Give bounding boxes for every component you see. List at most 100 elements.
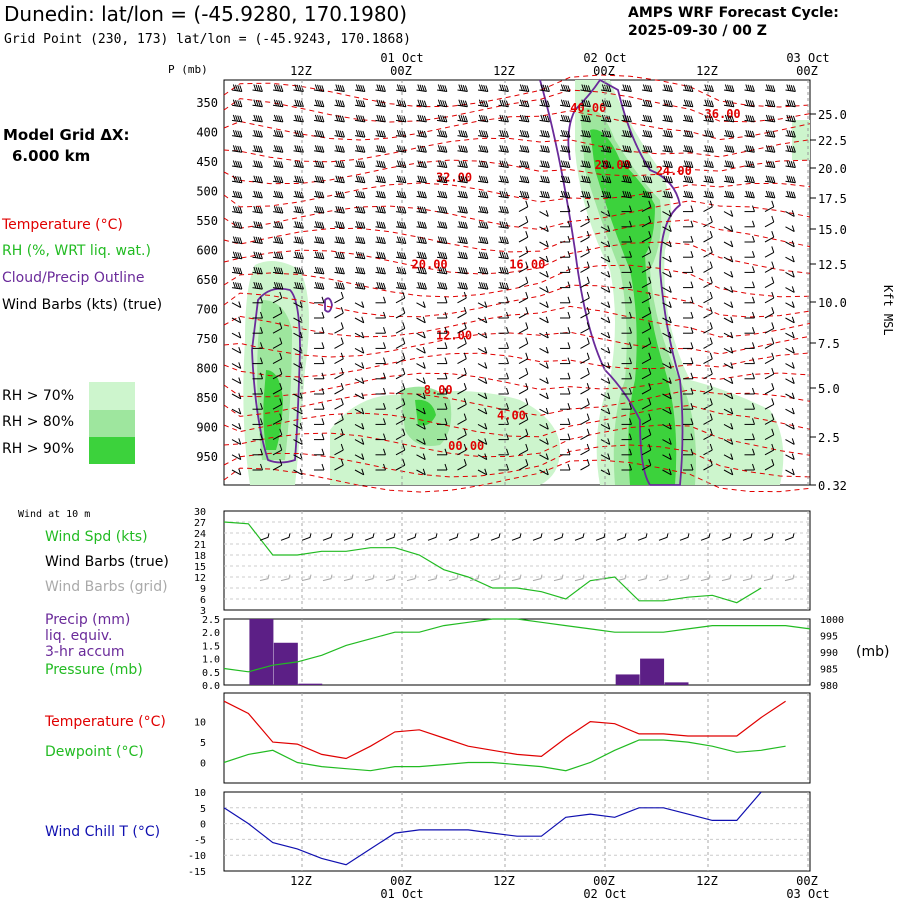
wind-barb-flag <box>376 114 380 122</box>
wind-barb-grid <box>742 574 753 582</box>
wind-barb-flag <box>257 130 261 137</box>
wind-barb-flag <box>358 175 362 183</box>
wind-barb-shaft <box>682 135 693 138</box>
wind-barb-flag <box>648 413 652 420</box>
wind-barb-grid <box>700 574 711 582</box>
wind-barb-shaft <box>498 150 509 153</box>
wind-barb-flag <box>668 255 672 263</box>
wind-barb-flag <box>586 413 590 420</box>
wind-barb-flag <box>710 130 714 138</box>
wind-barb-flag <box>709 337 713 344</box>
wind-barb-flag <box>396 205 400 213</box>
wind-barb-flag <box>444 206 448 214</box>
wind-barb-shaft <box>231 469 242 476</box>
pressure-tick-label: 700 <box>196 303 218 317</box>
wind-barb-shaft <box>334 343 344 349</box>
wind-barb-flag <box>276 145 280 152</box>
wind-barb-flag <box>341 191 345 199</box>
wind-barb-flag <box>335 114 339 122</box>
wind-barb-flag <box>460 236 464 243</box>
wind-barb-flag <box>484 468 488 475</box>
wind-barb-shaft <box>580 403 590 410</box>
wind-barb-flag <box>382 176 386 183</box>
wind-barb-flag <box>298 282 302 289</box>
wind-barb-flag <box>419 84 423 91</box>
wind-barb-flag <box>360 176 364 183</box>
rh90-region-left <box>263 370 283 450</box>
wind-barb-flag <box>668 423 672 430</box>
wind-barb-shaft <box>375 241 386 244</box>
wind-barb-flag <box>648 443 652 451</box>
wind-barb-flag <box>360 237 364 244</box>
wind-barb-flag <box>607 453 611 460</box>
wind-barb-shaft <box>641 343 652 349</box>
wind-barb-shaft <box>723 454 734 461</box>
wind-barb-flag <box>235 282 239 289</box>
wind-barb-flag <box>586 261 590 268</box>
wind-barb-flag <box>458 205 462 213</box>
wind-barb-flag <box>704 160 708 167</box>
wind-barb-shaft <box>703 464 713 471</box>
wind-barb-shaft <box>641 358 652 365</box>
wind-barb-flag <box>276 99 280 107</box>
wind-barb-flag <box>626 176 630 183</box>
wind-barb-flag <box>257 252 261 259</box>
wind-barb-flag <box>792 176 796 183</box>
wind-barb-shaft <box>785 302 795 309</box>
wind-barb-shaft <box>477 408 488 415</box>
wind-barb-flag <box>704 175 708 182</box>
wind-barb-shaft <box>457 104 468 108</box>
wind-barb-flag <box>642 190 646 198</box>
wind-barb-flag <box>280 100 284 107</box>
wind-barb-shaft <box>723 347 734 354</box>
wind-barb-flag <box>273 236 277 243</box>
wind-barb-flag <box>607 271 611 278</box>
wind-barb-flag <box>745 145 749 152</box>
wind-barb-flag <box>501 84 505 91</box>
wind-barb-flag <box>260 342 263 349</box>
wind-barb-shaft <box>272 403 283 410</box>
wind-barb-shaft <box>785 378 795 385</box>
wind-barb-flag <box>317 175 321 183</box>
wind-barb-flag <box>335 251 339 258</box>
wind-barb-flag <box>483 85 487 92</box>
wind-barb-flag <box>545 347 549 354</box>
wind-barb-flag <box>606 161 610 168</box>
wind-barb-flag <box>399 99 403 107</box>
wind-barb-flag <box>581 145 585 152</box>
wind-barb-flag <box>519 160 523 167</box>
wind-barb-flag <box>709 291 713 299</box>
wind-barb-flag <box>382 85 386 92</box>
wind-barb-shaft <box>559 135 570 138</box>
wind-barb-flag <box>683 160 687 167</box>
wind-barb-grid <box>616 574 627 582</box>
wind-barb-grid <box>448 574 459 582</box>
wind-barb-flag <box>688 161 692 168</box>
wind-barb-shaft <box>723 469 734 476</box>
wind-barb-flag <box>355 145 359 152</box>
wind-barb-flag <box>560 84 564 91</box>
wind-barb-shaft <box>477 317 488 324</box>
wind-barb-shaft <box>354 347 365 354</box>
wind-barb-flag <box>361 423 365 430</box>
wind-barb-flag <box>506 357 509 364</box>
wind-barb-flag <box>791 316 795 323</box>
wind-barb-flag <box>791 347 795 354</box>
wind-barb-flag <box>378 282 382 289</box>
wind-barb-flag <box>237 85 241 92</box>
wind-barb-flag <box>567 220 571 227</box>
wind-barb-flag <box>463 428 467 435</box>
wind-barb-flag <box>355 114 359 122</box>
wind-barb-shaft <box>334 89 345 92</box>
wind-barb-flag <box>317 206 321 213</box>
wind-barb-flag <box>298 206 302 213</box>
wind-barb-shaft <box>477 89 488 92</box>
panel-axis-tick: 30 <box>194 507 206 518</box>
wind-barb-shaft <box>457 434 467 441</box>
wind-barb-flag <box>339 237 343 244</box>
wind-barb-flag <box>624 160 628 167</box>
wind-barb-flag <box>421 176 425 183</box>
wind-barb-flag <box>423 206 427 214</box>
wind-barb-flag <box>710 191 714 199</box>
wind-barb-flag <box>403 206 407 214</box>
